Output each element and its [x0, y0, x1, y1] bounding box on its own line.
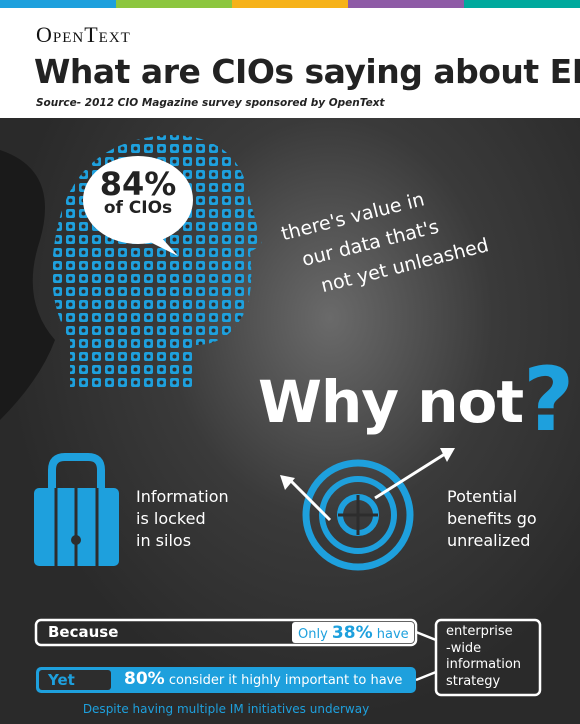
because-text: Only 38% have — [298, 623, 409, 643]
question-mark: ? — [523, 348, 574, 451]
because-suffix: have — [376, 627, 409, 642]
yet-bar — [36, 667, 416, 693]
strategy-line: -wide — [446, 640, 482, 656]
color-stripe — [0, 0, 580, 8]
strategy-line: enterprise — [446, 624, 513, 639]
yet-desc: consider it highly important to have — [168, 673, 403, 688]
footnote: Despite having multiple IM initiatives u… — [82, 702, 370, 716]
reason-line: is locked — [136, 509, 206, 528]
because-value: 38% — [331, 623, 373, 643]
target-icon — [280, 448, 455, 571]
strategy-line: information — [446, 657, 522, 672]
stat-value: 84% — [99, 165, 177, 203]
because-label: Because — [48, 623, 119, 641]
reason-line: benefits go — [447, 509, 537, 528]
reason-silos: Information is locked in silos — [136, 486, 229, 552]
yet-value: 80% — [124, 669, 165, 689]
because-highlight — [292, 622, 414, 643]
brand: OpenText — [36, 22, 131, 47]
stat-label: of CIOs — [103, 198, 173, 218]
strategy-text: enterprise -wide information strategy — [446, 624, 521, 690]
title: What are CIOs saying about EIM? — [34, 52, 580, 91]
bubble-tail — [150, 236, 178, 256]
swirl — [0, 150, 55, 420]
strategy-box — [434, 618, 542, 697]
question-text: Why not — [258, 368, 524, 436]
reason-benefits: Potential benefits go unrealized — [447, 486, 537, 552]
speech-bubble — [83, 156, 193, 244]
reason-line: Potential — [447, 487, 518, 506]
question: Why not? — [258, 340, 574, 451]
yet-label: Yet — [48, 671, 75, 689]
reason-line: in silos — [136, 531, 192, 550]
title-text: What are CIOs saying about EIM — [34, 52, 580, 91]
stat: 84% of CIOs — [88, 168, 188, 217]
reason-line: unrealized — [447, 531, 531, 550]
yet-label-box — [39, 670, 111, 690]
lock-icon — [34, 453, 119, 566]
reason-line: Information — [136, 487, 229, 506]
source: Source- 2012 CIO Magazine survey sponsor… — [36, 97, 385, 109]
strategy-line: strategy — [446, 673, 501, 689]
yet-text: 80% consider it highly important to have — [124, 669, 402, 689]
because-prefix: Only — [298, 627, 328, 642]
